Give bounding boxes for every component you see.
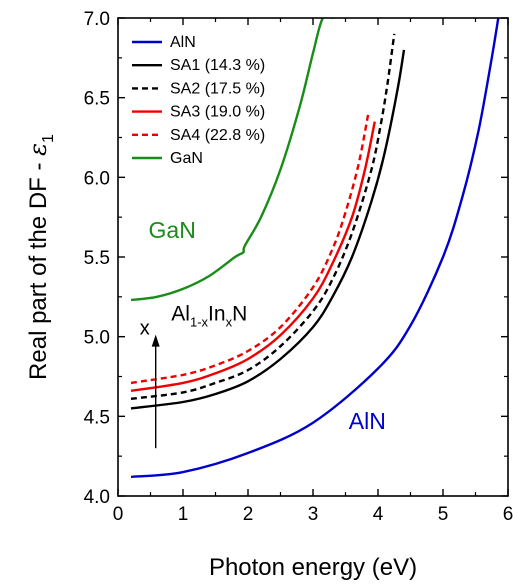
x-tick-label: 5 [438,504,449,525]
legend-label: AlN [170,34,196,51]
y-axis-title-symbol: ε [24,143,52,156]
x-tick-label: 4 [373,504,384,525]
x-tick-label: 3 [308,504,319,525]
y-tick-label: 4.5 [84,407,110,428]
series-line-sa2 [130,33,396,400]
ticks-layer: 0 1 2 3 4 5 6 4.0 4.5 5.0 5.5 6.0 6.5 7.0 [84,9,513,525]
x-tick-label: 0 [113,504,124,525]
gan-curve-label: GaN [149,217,196,243]
series-layer [130,18,500,479]
legend-label: SA4 (22.8 %) [170,127,265,144]
y-tick-label: 4.0 [84,487,110,508]
y-axis-title-subscript: 1 [40,134,57,143]
y-axis-title-main: Real part of the DF - [25,156,52,380]
y-tick-label: 6.5 [84,89,110,110]
series-line-aln [130,18,500,479]
aln-curve-label: AlN [349,408,386,434]
y-axis-title: Real part of the DF - ε1 [24,134,57,380]
x-tick-label: 1 [178,504,189,525]
legend-label: GaN [170,150,203,167]
y-tick-label: 6.0 [84,168,110,189]
y-tick-label: 5.5 [84,248,110,269]
series-line-sa4 [130,113,370,385]
legend: AlN SA1 (14.3 %) SA2 (17.5 %) SA3 (19.0 %) S… [132,34,265,167]
arrow-x-label: x [140,318,150,340]
x-tick-label: 6 [503,504,513,525]
annotations: GaN AlN Al1-xInxN x [140,217,386,449]
series-line-gan [130,18,333,302]
y-tick-label: 7.0 [84,9,110,30]
x-tick-label: 2 [243,504,254,525]
alloy-formula: Al1-xInxN [171,303,247,330]
series-line-sa3 [130,121,376,392]
x-axis-title: Photon energy (eV) [209,554,417,581]
legend-label: SA3 (19.0 %) [170,104,265,121]
series-line-sa1 [130,49,406,410]
legend-label: SA1 (14.3 %) [170,57,265,74]
arrow-head-icon [151,334,160,347]
legend-label: SA2 (17.5 %) [170,80,265,97]
y-tick-label: 5.0 [84,328,110,349]
